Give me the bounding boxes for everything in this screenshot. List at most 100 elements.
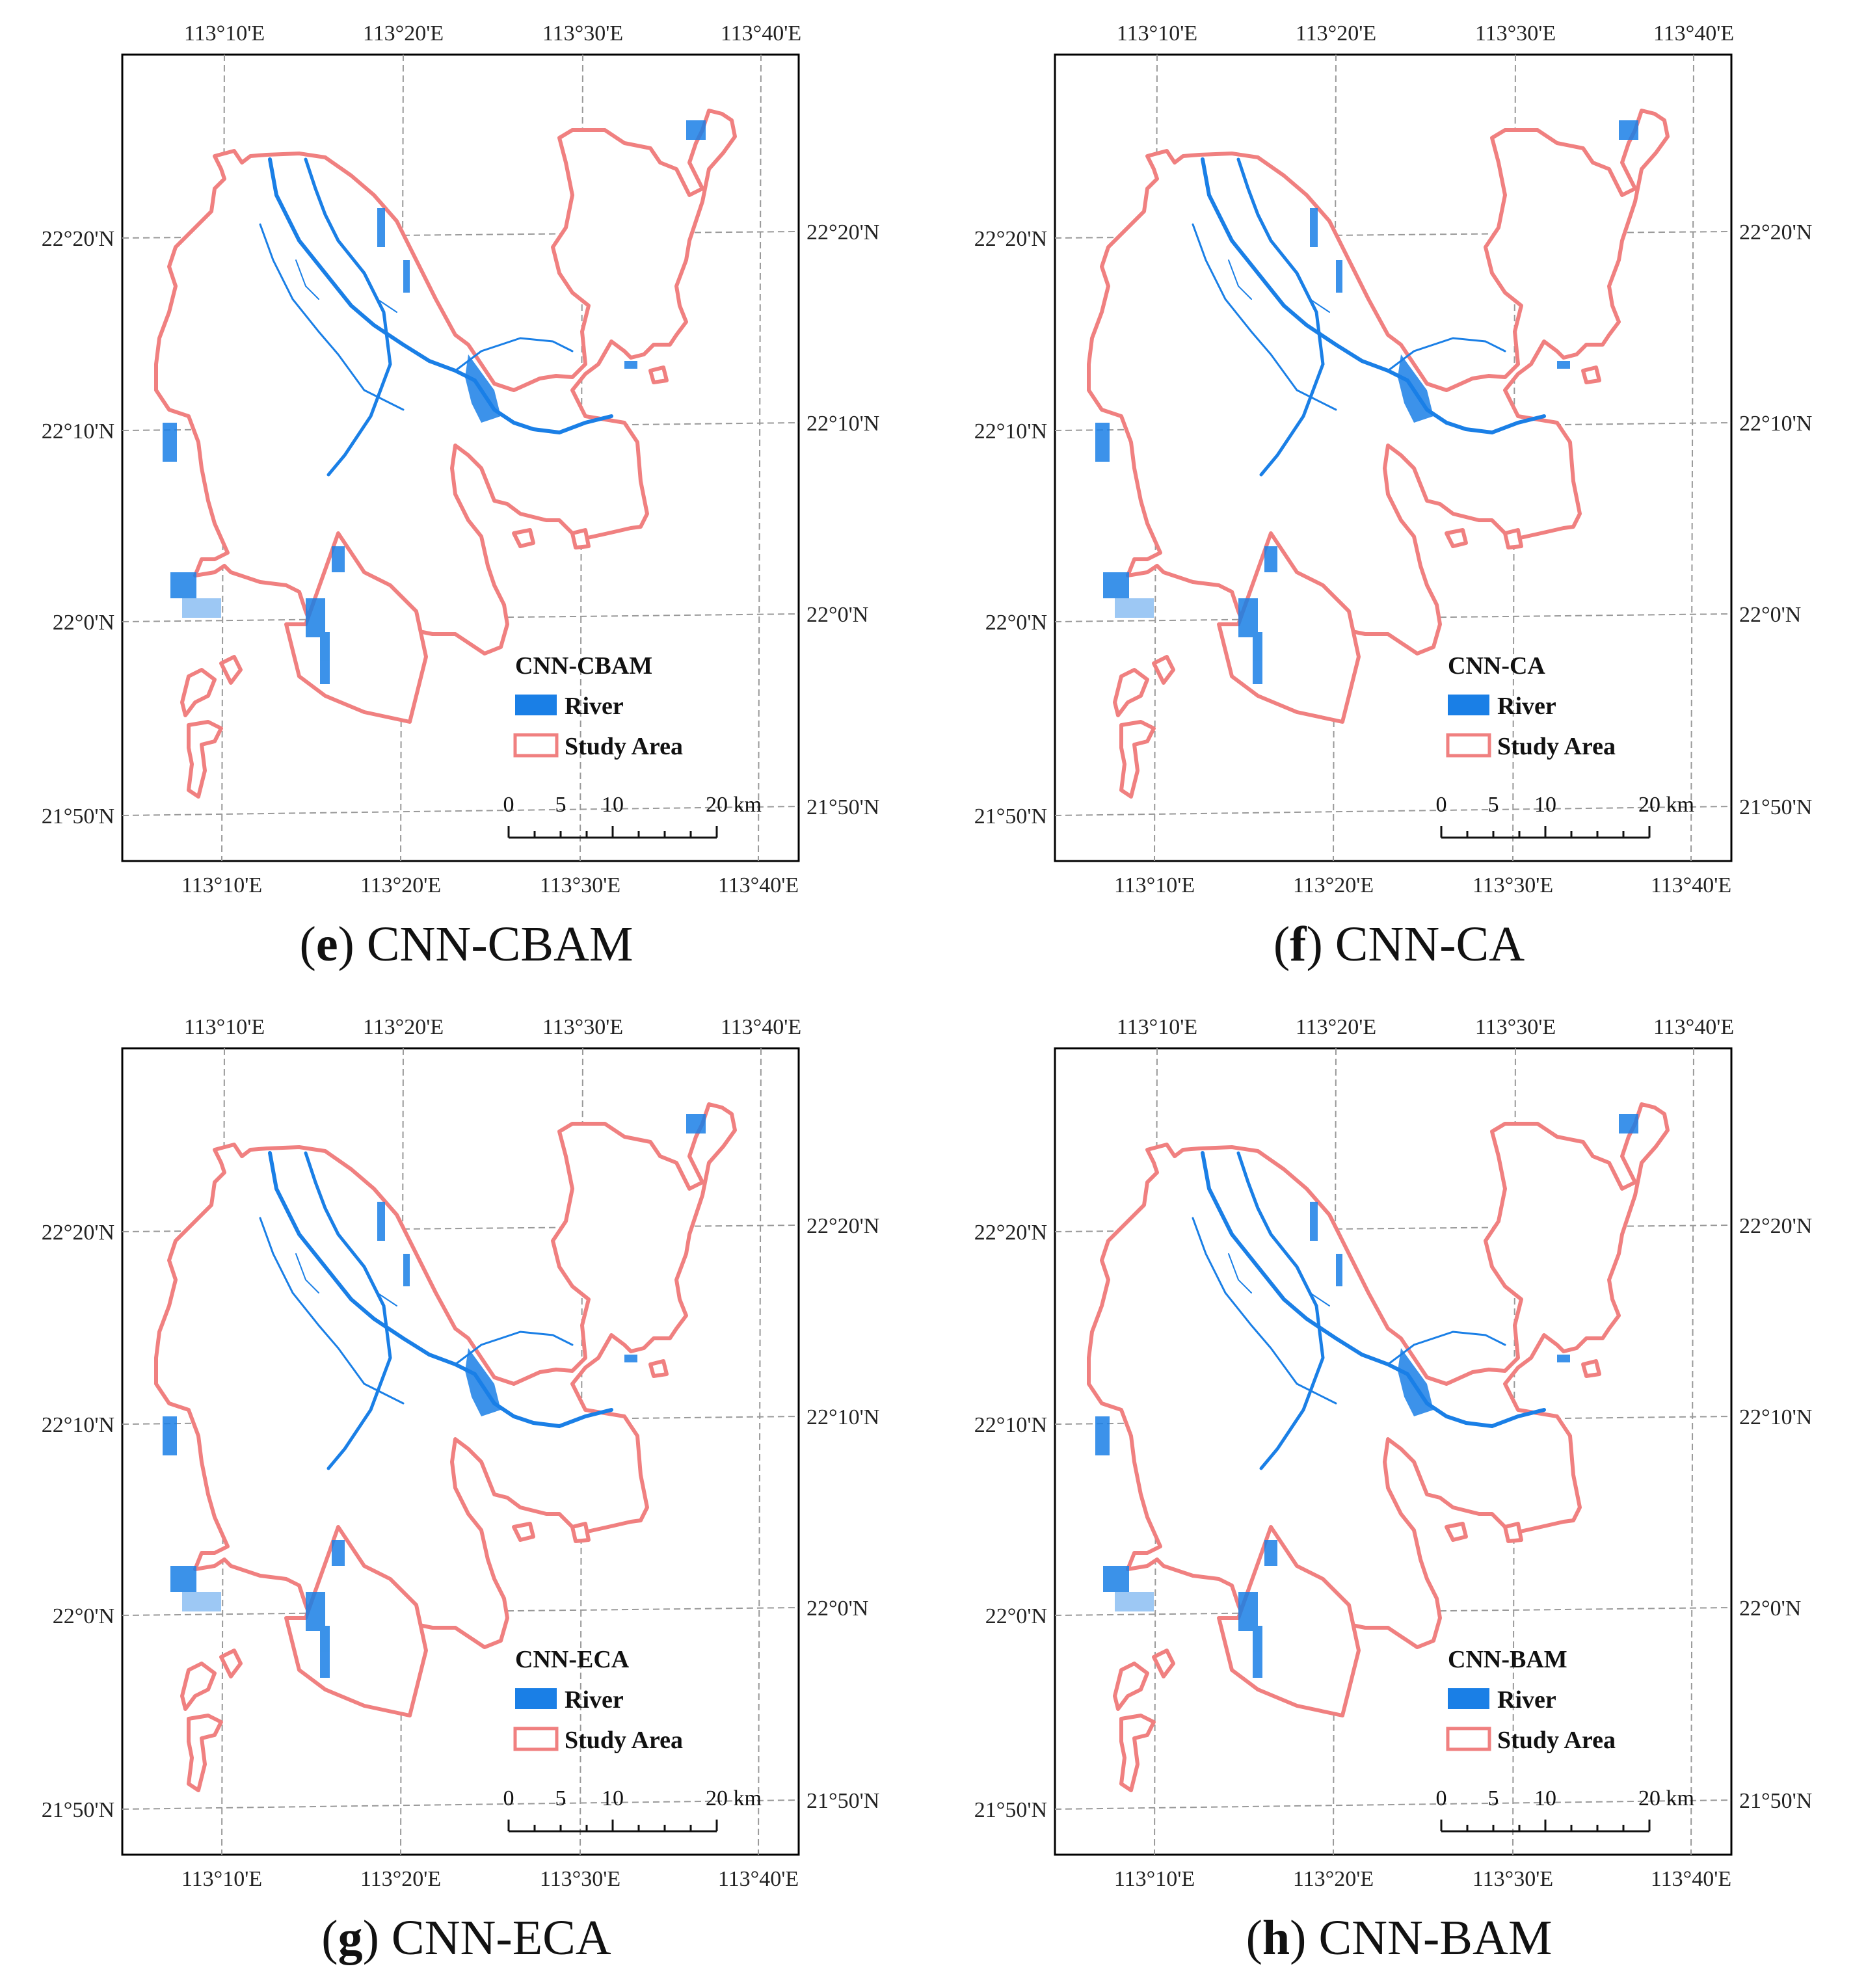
river-patches [163,120,706,684]
y-tick-label-right: 22°20'N [1739,220,1812,245]
scale-label-0: 0 [1436,1786,1447,1810]
x-tick-label-bottom: 113°40'E [1651,1867,1731,1891]
scale-label-20km: 20 km [706,793,762,817]
x-tick-label-top: 113°20'E [363,1015,444,1039]
river-features [1192,1151,1546,1470]
legend: CNN-ECA River Study Area [513,1646,683,1754]
x-tick-label-bottom: 113°20'E [1293,873,1374,897]
y-axis-labels-right: 22°20'N 22°10'N 22°0'N 21°50'N [806,1214,879,1813]
river-features [259,1151,613,1470]
x-axis-labels-top: 113°10'E 113°20'E 113°30'E 113°40'E [1117,1015,1734,1039]
x-tick-label-top: 113°30'E [542,21,623,46]
y-tick-label-right: 22°10'N [806,1405,879,1429]
x-tick-label-top: 113°10'E [1117,21,1197,46]
y-tick-label-left: 22°10'N [974,1413,1047,1437]
caption-model: CNN-CA [1335,917,1525,972]
legend: CNN-BAM River Study Area [1446,1646,1616,1754]
x-tick-label-bottom: 113°20'E [360,1867,441,1891]
legend-model-name: CNN-BAM [1448,1646,1567,1673]
x-tick-label-top: 113°40'E [1653,1015,1734,1039]
legend: CNN-CA River Study Area [1446,652,1616,760]
y-axis-labels-left: 22°20'N 22°10'N 22°0'N 21°50'N [974,227,1047,828]
y-tick-label-right: 22°10'N [806,412,879,436]
x-tick-label-top: 113°30'E [1475,21,1556,46]
river-patches [1095,120,1638,684]
y-axis-labels-left: 22°20'N 22°10'N 22°0'N 21°50'N [42,1221,114,1822]
y-tick-label-right: 21°50'N [806,795,879,819]
river-features [1192,157,1546,477]
x-tick-label-bottom: 113°10'E [1114,873,1195,897]
legend-study-area-swatch [513,1727,559,1751]
map-figure: 113°10'E 113°20'E 113°30'E 113°40'E 113°… [42,21,880,897]
x-axis-labels-top: 113°10'E 113°20'E 113°30'E 113°40'E [184,21,801,46]
scale-label-0: 0 [503,1786,514,1810]
legend-model-name: CNN-ECA [515,1646,630,1673]
legend-study-area-swatch [1446,1727,1491,1751]
x-axis-labels-bottom: 113°10'E 113°20'E 113°30'E 113°40'E [181,1867,799,1891]
map-figure: 113°10'E 113°20'E 113°30'E 113°40'E 113°… [42,1015,880,1891]
y-tick-label-right: 22°20'N [806,220,879,245]
x-tick-label-top: 113°40'E [721,21,801,46]
x-tick-label-bottom: 113°40'E [718,873,799,897]
x-tick-label-bottom: 113°10'E [1114,1867,1195,1891]
x-axis-labels-bottom: 113°10'E 113°20'E 113°30'E 113°40'E [1114,873,1731,897]
scale-label-0: 0 [503,793,514,817]
y-axis-labels-left: 22°20'N 22°10'N 22°0'N 21°50'N [42,227,114,828]
panel-caption: (g) CNN-ECA [321,1911,611,1965]
y-tick-label-left: 21°50'N [974,804,1047,828]
scale-label-5: 5 [555,793,566,817]
caption-letter: h [1262,1911,1290,1965]
y-axis-labels-left: 22°20'N 22°10'N 22°0'N 21°50'N [974,1221,1047,1822]
legend-study-area-swatch [513,733,559,758]
x-tick-label-bottom: 113°10'E [181,873,262,897]
caption-model: CNN-BAM [1318,1911,1553,1965]
y-tick-label-right: 21°50'N [1739,1789,1812,1813]
river-features [259,157,613,477]
y-tick-label-right: 22°10'N [1739,412,1812,436]
scale-bar: 0 5 10 20 km [1436,1786,1694,1833]
map-panel-g: 113°10'E 113°20'E 113°30'E 113°40'E 113°… [0,994,933,1987]
x-tick-label-top: 113°20'E [1296,1015,1376,1039]
legend-study-area-label: Study Area [565,1727,683,1754]
map-panel-h: 113°10'E 113°20'E 113°30'E 113°40'E 113°… [933,994,1865,1987]
study-area-boundary [1087,1102,1670,1792]
x-tick-label-top: 113°20'E [1296,21,1376,46]
y-axis-labels-right: 22°20'N 22°10'N 22°0'N 21°50'N [1739,1214,1812,1813]
panel-caption: (h) CNN-BAM [1246,1911,1553,1965]
legend-river-label: River [1497,693,1556,720]
y-tick-label-left: 22°10'N [974,419,1047,444]
legend-model-name: CNN-CBAM [515,652,652,680]
y-tick-label-left: 21°50'N [42,804,114,828]
x-axis-labels-top: 113°10'E 113°20'E 113°30'E 113°40'E [1117,21,1734,46]
x-tick-label-bottom: 113°30'E [540,873,620,897]
map-panel-e: 113°10'E 113°20'E 113°30'E 113°40'E 113°… [0,0,933,994]
caption-model: CNN-CBAM [366,917,633,972]
x-tick-label-top: 113°40'E [1653,21,1734,46]
legend-study-area-label: Study Area [1497,1727,1616,1754]
y-tick-label-right: 22°0'N [1739,603,1801,627]
legend-study-area-label: Study Area [565,733,683,760]
x-tick-label-top: 113°30'E [542,1015,623,1039]
y-tick-label-left: 21°50'N [42,1798,114,1822]
x-tick-label-bottom: 113°40'E [718,1867,799,1891]
y-tick-label-right: 22°10'N [1739,1405,1812,1429]
x-tick-label-bottom: 113°20'E [360,873,441,897]
scale-bar: 0 5 10 20 km [503,793,762,839]
y-axis-labels-right: 22°20'N 22°10'N 22°0'N 21°50'N [1739,220,1812,819]
x-tick-label-bottom: 113°30'E [1473,873,1553,897]
scale-label-10: 10 [1534,1786,1556,1810]
y-axis-labels-right: 22°20'N 22°10'N 22°0'N 21°50'N [806,220,879,819]
x-axis-labels-bottom: 113°10'E 113°20'E 113°30'E 113°40'E [181,873,799,897]
legend-river-swatch [515,695,557,715]
scale-bar: 0 5 10 20 km [503,1786,762,1833]
y-tick-label-left: 22°20'N [974,1221,1047,1245]
scale-label-10: 10 [602,1786,624,1810]
legend-river-swatch [1448,695,1489,715]
scale-label-5: 5 [555,1786,566,1810]
scale-label-5: 5 [1488,793,1499,817]
x-axis-labels-top: 113°10'E 113°20'E 113°30'E 113°40'E [184,1015,801,1039]
x-tick-label-top: 113°30'E [1475,1015,1556,1039]
x-tick-label-bottom: 113°30'E [540,1867,620,1891]
panel-caption: (e) CNN-CBAM [299,917,633,972]
scale-label-10: 10 [1534,793,1556,817]
